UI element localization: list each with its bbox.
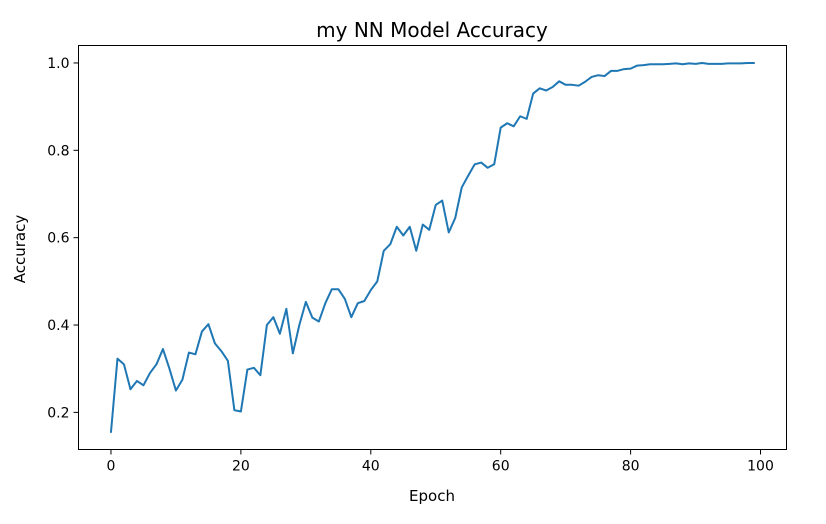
x-tick-label: 80 xyxy=(622,459,640,475)
series-layer xyxy=(109,61,756,434)
y-axis-label: Accuracy xyxy=(11,215,29,284)
x-tick-label: 60 xyxy=(492,459,510,475)
x-axis-label: Epoch xyxy=(409,487,455,505)
plot-frame xyxy=(78,45,787,450)
x-tick-label: 20 xyxy=(232,459,250,475)
x-tick-label: 40 xyxy=(362,459,380,475)
ticks-layer: 0 20 40 60 80 100 0.2 0.4 0.6 0.8 1.0 xyxy=(47,56,774,475)
x-tick-label: 100 xyxy=(747,459,774,475)
y-tick-label: 0.4 xyxy=(47,318,69,334)
y-tick-label: 1.0 xyxy=(47,56,69,72)
x-tick-label: 0 xyxy=(107,459,116,475)
chart-title: my NN Model Accuracy xyxy=(316,18,548,42)
y-tick-label: 0.8 xyxy=(47,143,69,159)
y-tick-label: 0.6 xyxy=(47,231,69,247)
series-line-0 xyxy=(109,61,756,434)
y-tick-label: 0.2 xyxy=(47,405,69,421)
